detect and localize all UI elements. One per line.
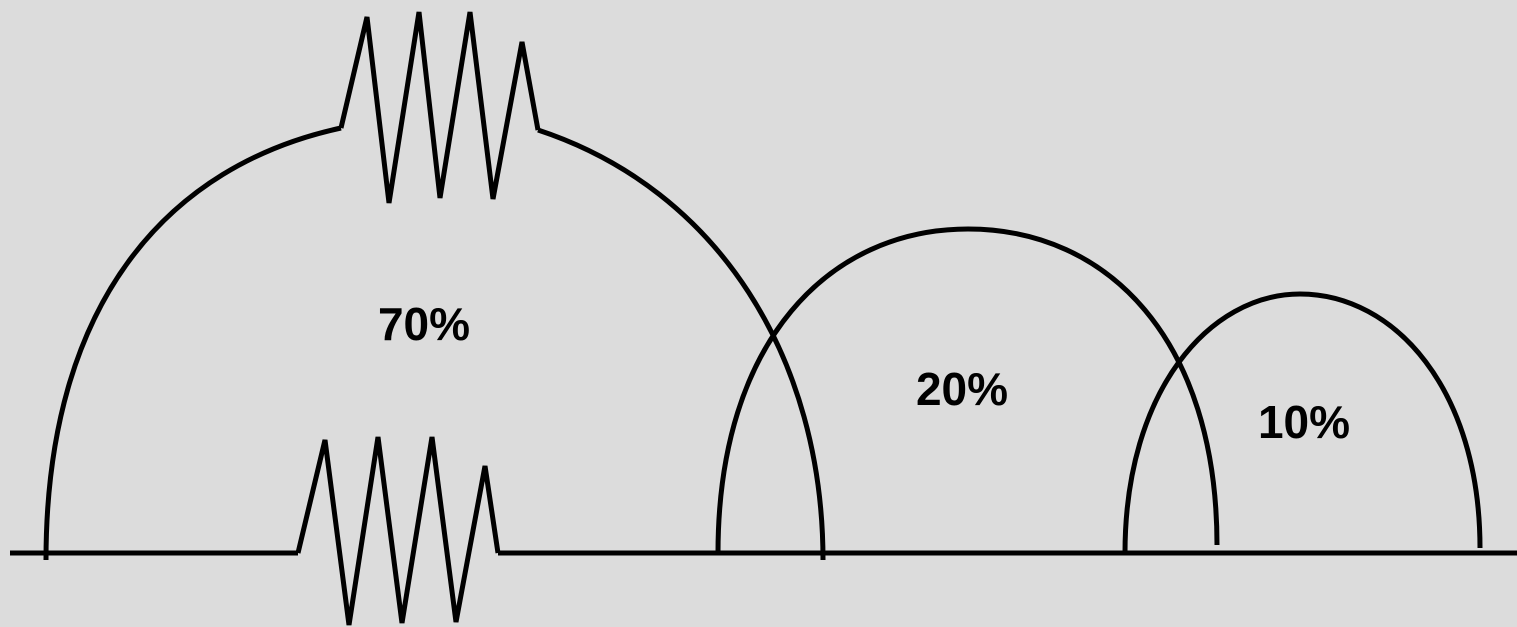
small-arc-label: 10% — [1258, 396, 1350, 448]
lower-zigzag — [295, 436, 501, 626]
upper-zigzag — [338, 11, 541, 204]
small-arc — [1122, 291, 1483, 554]
large-arc-label: 70% — [378, 298, 470, 350]
large-arc-left — [43, 125, 342, 561]
medium-arc-label: 20% — [916, 363, 1008, 415]
medium-arc — [715, 226, 1220, 554]
large-arc-right — [537, 127, 826, 561]
